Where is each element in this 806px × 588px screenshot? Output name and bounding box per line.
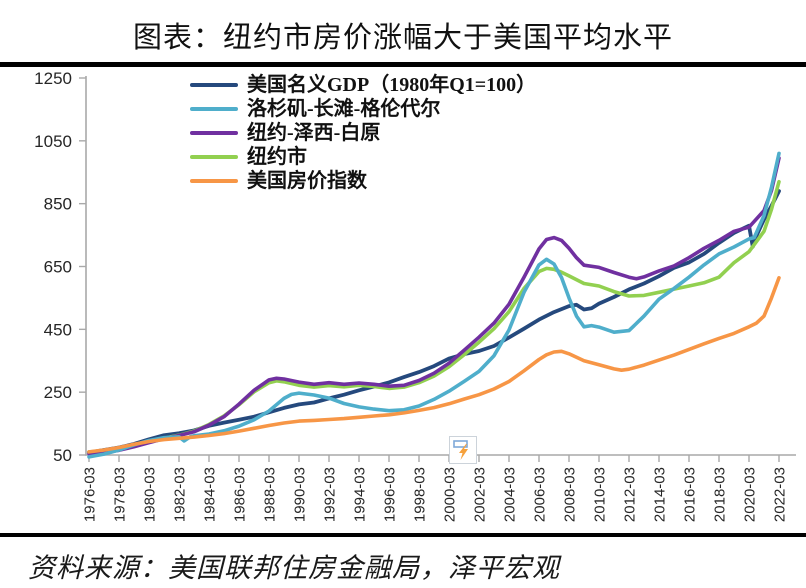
legend-swatch-ny-jersey-white-plains bbox=[190, 130, 238, 136]
y-axis-tick-label: 1250 bbox=[34, 69, 72, 88]
x-axis-tick-label: 2016-03 bbox=[682, 467, 699, 522]
x-axis-tick-label: 1976-03 bbox=[82, 467, 99, 522]
top-divider-rule bbox=[0, 62, 806, 67]
x-axis-tick-label: 2020-03 bbox=[742, 467, 759, 522]
x-axis-tick-label: 1998-03 bbox=[412, 467, 429, 522]
legend-swatch-us-house-price-index bbox=[190, 178, 238, 184]
legend-label: 纽约市 bbox=[247, 146, 307, 168]
chart-plot-area: 50 250 450 650 850 1050 1250 1976-03 1978-03 1980… bbox=[34, 69, 796, 522]
x-axis-tick-label: 2010-03 bbox=[592, 467, 609, 522]
y-axis-tick-label: 50 bbox=[53, 446, 72, 465]
y-axis-tick-label: 850 bbox=[44, 195, 72, 214]
chart-legend: 美国名义GDP（1980年Q1=100） 洛杉矶-长滩-格伦代尔 纽约-泽西-白原纽… bbox=[190, 73, 536, 193]
x-axis-tick-label: 2012-03 bbox=[622, 467, 639, 522]
zeping-logo-icon bbox=[453, 440, 468, 460]
x-axis-tick-label: 1990-03 bbox=[292, 467, 309, 522]
legend-item-la-long-beach-glendale: 洛杉矶-长滩-格伦代尔 bbox=[190, 97, 536, 121]
x-axis-tick-label: 2006-03 bbox=[532, 467, 549, 522]
legend-item-new-york-city: 纽约市 bbox=[190, 145, 536, 169]
chart-title: 图表：纽约市房价涨幅大于美国平均水平 bbox=[132, 22, 673, 54]
legend-item-ny-jersey-white-plains: 纽约-泽西-白原 bbox=[190, 121, 536, 145]
x-axis-tick-label: 1980-03 bbox=[142, 467, 159, 522]
legend-swatch-new-york-city bbox=[190, 154, 238, 160]
y-axis-tick-label: 250 bbox=[44, 383, 72, 402]
x-axis-tick-label: 2002-03 bbox=[472, 467, 489, 522]
legend-label: 美国房价指数 bbox=[247, 170, 367, 192]
y-axis-tick-label: 650 bbox=[44, 258, 72, 277]
watermark-logo bbox=[449, 436, 477, 464]
x-axis-tick-label: 1982-03 bbox=[172, 467, 189, 522]
x-axis-tick-label: 2000-03 bbox=[442, 467, 459, 522]
x-axis-tick-label: 1978-03 bbox=[112, 467, 129, 522]
series-line-la-long-beach-glendale bbox=[87, 151, 781, 459]
series-line-new-york-city bbox=[87, 179, 781, 454]
x-axis-tick-label: 1992-03 bbox=[322, 467, 339, 522]
x-axis-tick-label: 2004-03 bbox=[502, 467, 519, 522]
legend-swatch-us-nominal-gdp bbox=[190, 82, 238, 88]
legend-label: 洛杉矶-长滩-格伦代尔 bbox=[247, 98, 441, 120]
x-axis-tick-label: 2018-03 bbox=[712, 467, 729, 522]
series-line-us-house-price-index bbox=[87, 276, 781, 454]
y-axis-tick-label: 1050 bbox=[34, 132, 72, 151]
x-axis-tick-label: 2022-03 bbox=[772, 467, 789, 522]
y-axis-tick-label: 450 bbox=[44, 320, 72, 339]
series-line-us-nominal-gdp bbox=[87, 189, 781, 455]
x-axis-tick-label: 1986-03 bbox=[232, 467, 249, 522]
source-text: 资料来源：美国联邦住房金融局，泽平宏观 bbox=[28, 553, 560, 583]
legend-item-us-nominal-gdp: 美国名义GDP（1980年Q1=100） bbox=[190, 73, 536, 97]
bottom-divider-rule bbox=[0, 533, 806, 537]
x-axis-tick-label: 1994-03 bbox=[352, 467, 369, 522]
x-axis-tick-label: 2014-03 bbox=[652, 467, 669, 522]
series-line-ny-jersey-white-plains bbox=[87, 156, 781, 456]
x-axis-tick-label: 2008-03 bbox=[562, 467, 579, 522]
legend-item-us-house-price-index: 美国房价指数 bbox=[190, 169, 536, 193]
x-axis-tick-label: 1984-03 bbox=[202, 467, 219, 522]
legend-swatch-la-long-beach-glendale bbox=[190, 106, 238, 112]
x-axis-tick-label: 1996-03 bbox=[382, 467, 399, 522]
legend-label: 纽约-泽西-白原 bbox=[247, 122, 381, 144]
legend-label: 美国名义GDP（1980年Q1=100） bbox=[247, 74, 537, 96]
x-axis-tick-label: 1988-03 bbox=[262, 467, 279, 522]
